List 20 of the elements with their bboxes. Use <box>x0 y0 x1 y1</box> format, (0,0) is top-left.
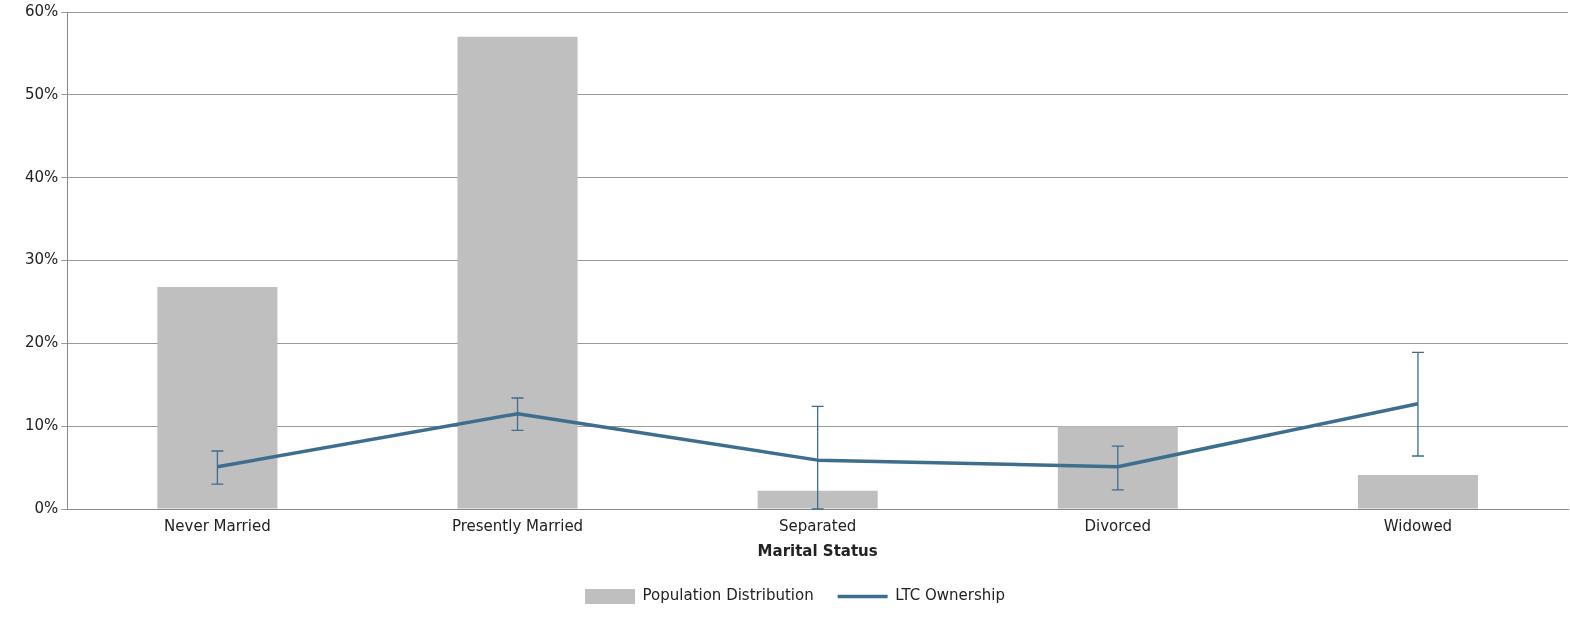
x-tick-label: Widowed <box>1383 516 1453 535</box>
bar <box>1357 475 1478 509</box>
y-tick-label: 0% <box>34 498 59 517</box>
x-tick-label: Never Married <box>164 516 271 535</box>
y-tick-label: 60% <box>25 1 59 20</box>
x-tick-label: Separated <box>778 516 857 535</box>
bar <box>457 36 578 509</box>
y-tick-label: 20% <box>25 333 59 352</box>
y-tick-label: 50% <box>25 84 59 103</box>
y-tick-label: 30% <box>25 250 59 269</box>
y-tick-label: 40% <box>25 167 59 186</box>
x-tick-label: Presently Married <box>451 516 584 535</box>
legend-label: Population Distribution <box>642 586 814 605</box>
bar <box>157 287 278 509</box>
legend-label: LTC Ownership <box>895 586 1005 605</box>
bar <box>757 490 878 509</box>
y-tick-label: 10% <box>25 416 59 435</box>
x-tick-label: Divorced <box>1084 516 1152 535</box>
bar <box>1057 426 1178 509</box>
x-axis-title: Marital Status <box>757 541 878 560</box>
